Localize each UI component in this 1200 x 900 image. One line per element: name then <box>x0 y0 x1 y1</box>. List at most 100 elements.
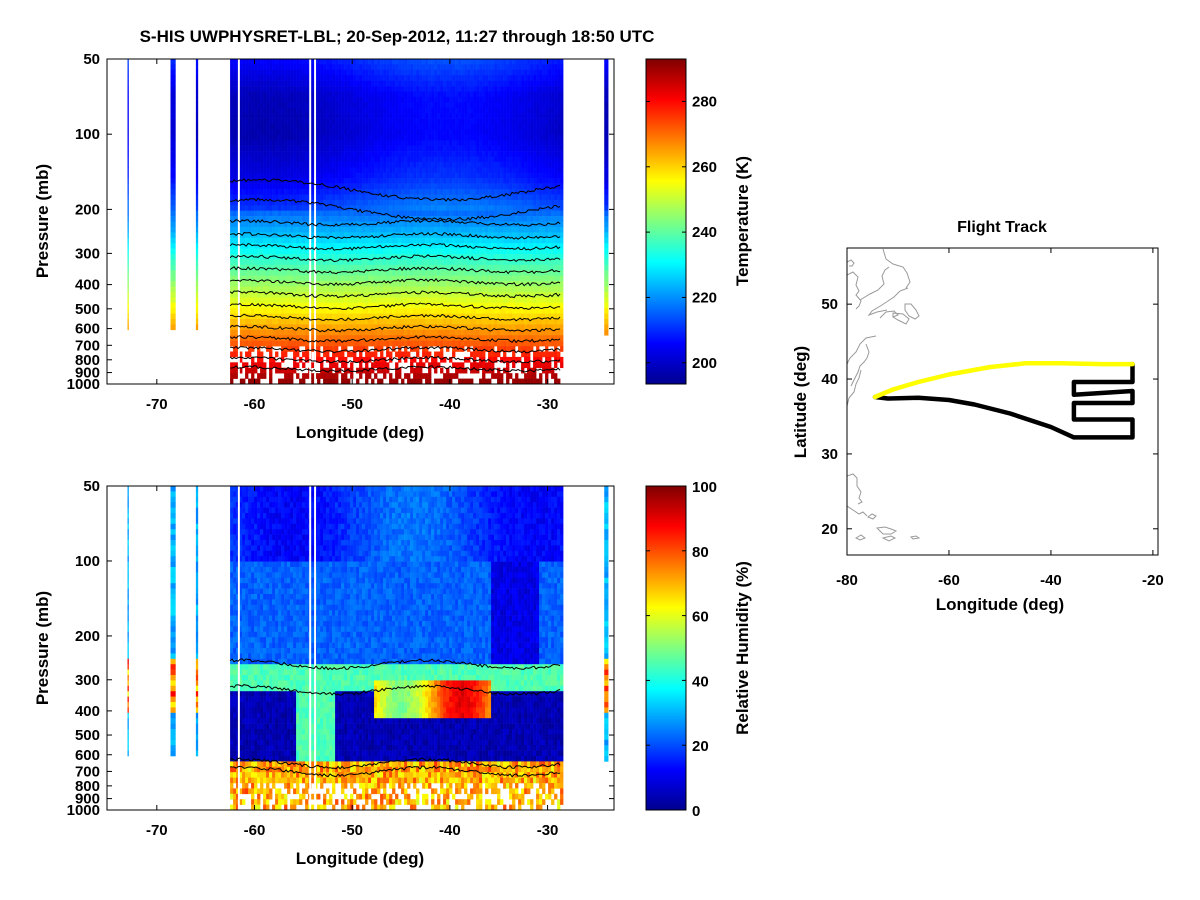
temperature-cell <box>464 297 468 304</box>
temperature-cell <box>476 129 480 136</box>
temperature-cell <box>380 297 384 304</box>
temperature-cell <box>473 129 477 136</box>
temperature-cell <box>323 264 327 271</box>
temperature-cell <box>383 286 387 293</box>
temperature-cell <box>473 302 477 309</box>
temperature-cell <box>473 69 477 76</box>
temperature-cell <box>473 297 477 304</box>
temperature-cell <box>362 286 366 293</box>
temperature-cell <box>443 378 447 384</box>
temperature-cell <box>431 134 435 141</box>
temperature-cell <box>431 335 435 341</box>
temperature-cell <box>230 194 234 201</box>
temperature-cell <box>371 102 375 109</box>
temperature-cell <box>263 178 267 184</box>
temperature-cell <box>365 254 369 260</box>
temperature-cell <box>446 199 450 206</box>
temperature-cell <box>416 286 420 293</box>
temperature-cell <box>311 340 315 347</box>
temperature-cell <box>449 183 453 190</box>
temperature-cell <box>127 291 129 298</box>
temperature-cell <box>251 178 255 184</box>
temperature-cell <box>332 129 336 136</box>
temperature-cell <box>260 329 264 336</box>
temperature-cell <box>230 243 234 249</box>
temperature-cell <box>127 96 129 103</box>
temperature-cell <box>377 75 381 81</box>
temperature-cell <box>434 69 438 76</box>
temperature-cell <box>323 140 327 146</box>
temperature-cell <box>395 118 399 125</box>
temperature-cell <box>389 199 393 206</box>
temperature-cell <box>290 373 294 379</box>
temperature-cell <box>127 69 129 76</box>
temperature-cell <box>413 134 417 141</box>
temperature-cell <box>263 86 267 92</box>
temperature-cell <box>344 335 348 341</box>
temperature-cell <box>380 254 384 260</box>
temperature-cell <box>320 297 324 304</box>
temperature-cell <box>437 243 441 249</box>
temperature-cell <box>296 64 300 71</box>
temperature-cell <box>377 221 381 228</box>
temperature-cell <box>419 308 423 314</box>
temperature-cell <box>449 232 453 239</box>
temperature-cell <box>170 118 176 125</box>
temperature-cell <box>272 134 276 141</box>
temperature-cell <box>305 308 309 314</box>
temperature-cell <box>284 373 288 379</box>
temperature-cell <box>356 313 360 320</box>
temperature-cell <box>326 259 330 266</box>
temperature-cell <box>233 107 237 114</box>
temperature-cell <box>293 134 297 141</box>
temperature-cell <box>464 69 468 76</box>
temperature-cell <box>251 205 255 211</box>
temperature-cell <box>374 243 378 249</box>
temperature-cell <box>347 232 351 239</box>
temperature-cell <box>386 140 390 146</box>
temperature-cell <box>413 346 417 352</box>
temperature-cell <box>302 362 306 369</box>
temperature-cell <box>368 313 372 320</box>
temperature-cell <box>368 96 372 103</box>
temperature-cell <box>431 264 435 271</box>
temperature-cell <box>440 286 444 293</box>
temperature-cell <box>299 248 303 255</box>
temperature-cell <box>272 205 276 211</box>
temperature-cell <box>236 302 240 309</box>
temperature-cell <box>416 161 420 168</box>
temperature-cell <box>332 340 336 347</box>
temperature-cell <box>398 156 402 163</box>
temperature-cell <box>296 172 300 179</box>
temperature-cell <box>437 308 441 314</box>
temperature-cell <box>383 113 387 119</box>
temperature-cell <box>437 194 441 201</box>
temperature-cell <box>374 291 378 298</box>
temperature-cell <box>383 335 387 341</box>
temperature-cell <box>434 75 438 81</box>
temperature-cell <box>371 107 375 114</box>
temperature-cell <box>404 172 408 179</box>
temperature-cell <box>272 243 276 249</box>
temperature-cell <box>458 248 462 255</box>
temperature-cell <box>392 205 396 211</box>
temperature-cell <box>440 259 444 266</box>
temperature-cell <box>404 340 408 347</box>
temperature-cell <box>275 151 279 157</box>
temperature-cell <box>476 102 480 109</box>
temperature-cell <box>344 80 348 87</box>
temperature-cell <box>434 270 438 276</box>
temperature-cell <box>302 264 306 271</box>
temperature-cell <box>323 286 327 293</box>
temperature-cell <box>410 291 414 298</box>
temperature-cell <box>437 96 441 103</box>
temperature-cell <box>245 351 249 358</box>
temperature-cell <box>320 140 324 146</box>
temperature-cell <box>413 178 417 184</box>
temperature-cell <box>410 221 414 228</box>
temperature-cell <box>281 351 285 358</box>
temperature-cell <box>410 378 414 384</box>
temperature-cell <box>245 232 249 239</box>
temperature-cell <box>431 178 435 184</box>
temperature-cell <box>293 124 297 130</box>
